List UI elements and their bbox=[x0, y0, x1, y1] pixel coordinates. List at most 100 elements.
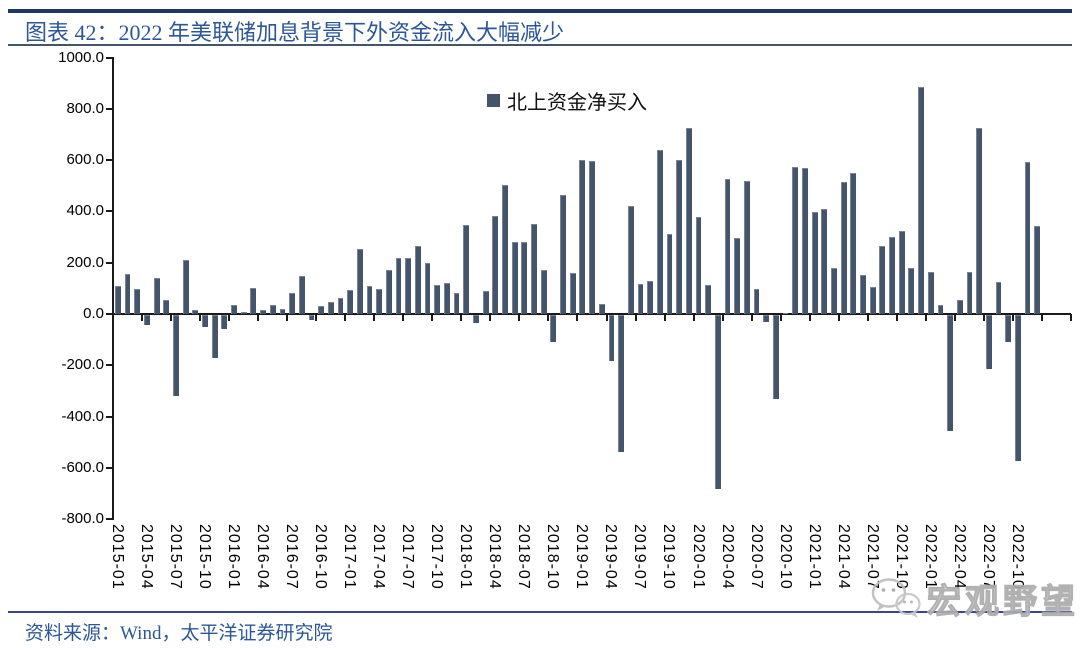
x-axis-tick-label: 2018-04 bbox=[486, 524, 504, 590]
bar bbox=[773, 315, 779, 399]
bar bbox=[124, 274, 131, 314]
y-axis-tick-label: 600.0 bbox=[66, 151, 104, 169]
x-axis-tick bbox=[663, 314, 666, 321]
x-axis-tick-label: 2021-04 bbox=[834, 524, 852, 590]
title-rule bbox=[8, 44, 1072, 46]
x-axis-tick bbox=[286, 314, 289, 321]
y-axis-tick-label: 0.0 bbox=[83, 305, 104, 322]
x-axis-tick bbox=[895, 314, 898, 321]
x-axis-tick bbox=[141, 314, 144, 321]
x-axis-tick-label: 2020-01 bbox=[689, 524, 707, 590]
bar bbox=[1024, 161, 1031, 314]
bar bbox=[144, 315, 150, 325]
x-axis-tick bbox=[982, 314, 985, 321]
x-axis-tick-label: 2018-01 bbox=[457, 524, 475, 590]
bar bbox=[811, 212, 818, 314]
x-axis-tick bbox=[460, 314, 463, 321]
bar bbox=[792, 166, 799, 314]
bar bbox=[250, 287, 257, 314]
x-axis-tick-label: 2020-07 bbox=[747, 524, 765, 590]
top-rule bbox=[8, 9, 1072, 13]
bar bbox=[685, 127, 692, 314]
x-axis-tick bbox=[605, 314, 608, 321]
x-axis-tick-label: 2019-10 bbox=[660, 524, 678, 590]
bar bbox=[947, 315, 953, 431]
x-axis-tick-label: 2020-04 bbox=[718, 524, 736, 590]
bar bbox=[337, 297, 344, 314]
bar bbox=[540, 269, 547, 314]
bar bbox=[724, 179, 731, 314]
x-axis-tick bbox=[1040, 314, 1043, 321]
x-axis-tick bbox=[953, 314, 956, 321]
bar bbox=[434, 285, 441, 314]
x-axis-tick-label: 2016-07 bbox=[283, 524, 301, 590]
bar bbox=[918, 86, 924, 314]
y-axis-tick bbox=[106, 364, 113, 367]
bar bbox=[356, 248, 363, 314]
x-axis-tick bbox=[576, 314, 579, 321]
x-axis-tick bbox=[112, 314, 114, 321]
bar bbox=[676, 160, 683, 314]
x-axis-tick bbox=[373, 314, 376, 321]
x-axis-tick bbox=[402, 314, 405, 321]
bar bbox=[289, 293, 295, 314]
bar bbox=[743, 180, 750, 314]
x-axis-tick bbox=[518, 314, 521, 321]
x-axis-tick-label: 2018-10 bbox=[544, 524, 562, 590]
legend-label: 北上资金净买入 bbox=[507, 92, 647, 114]
bar bbox=[850, 172, 857, 314]
bar bbox=[482, 290, 489, 314]
bar bbox=[444, 283, 450, 314]
bar bbox=[163, 300, 170, 314]
x-axis-tick bbox=[692, 314, 695, 321]
x-axis-tick bbox=[547, 314, 550, 321]
y-axis-tick bbox=[106, 313, 113, 315]
y-axis-tick-label: -600.0 bbox=[61, 458, 104, 476]
bar bbox=[956, 299, 963, 314]
x-axis-tick bbox=[170, 314, 173, 321]
bar bbox=[831, 267, 837, 314]
bar bbox=[395, 258, 402, 314]
bar bbox=[889, 237, 895, 314]
y-axis-tick bbox=[106, 159, 113, 162]
y-axis-tick bbox=[106, 466, 113, 469]
bar bbox=[269, 305, 276, 314]
bar bbox=[221, 315, 228, 330]
x-axis-tick bbox=[866, 314, 869, 321]
bar bbox=[347, 290, 354, 314]
bar bbox=[985, 315, 992, 369]
x-axis-tick bbox=[1011, 314, 1014, 321]
y-axis-tick-label: -800.0 bbox=[61, 510, 104, 528]
y-axis-tick bbox=[106, 261, 113, 264]
bar bbox=[115, 285, 121, 314]
bar bbox=[366, 285, 373, 314]
bottom-rule bbox=[8, 611, 1072, 613]
bar bbox=[231, 305, 237, 314]
bar bbox=[927, 271, 934, 314]
x-axis-tick-label: 2015-07 bbox=[166, 524, 184, 590]
bar bbox=[414, 246, 421, 314]
x-axis-tick-label: 2016-04 bbox=[254, 524, 272, 590]
x-axis-tick bbox=[721, 314, 724, 321]
bar bbox=[802, 168, 808, 314]
y-axis-tick-label: 800.0 bbox=[66, 99, 104, 117]
bar bbox=[298, 276, 305, 314]
wechat-icon bbox=[871, 577, 921, 618]
bar bbox=[908, 267, 915, 314]
x-axis-tick-label: 2017-01 bbox=[341, 524, 359, 590]
legend: 北上资金净买入 bbox=[487, 86, 647, 115]
y-axis-tick-label: -400.0 bbox=[61, 407, 104, 425]
y-axis-tick-label: 1000.0 bbox=[58, 48, 104, 66]
x-axis-tick bbox=[199, 314, 202, 321]
bar bbox=[647, 281, 654, 314]
x-axis-tick-label: 2015-04 bbox=[137, 524, 155, 590]
bar bbox=[1034, 225, 1041, 314]
bar bbox=[637, 284, 644, 314]
bar bbox=[511, 242, 518, 314]
bar bbox=[860, 275, 866, 314]
bar bbox=[589, 160, 595, 314]
bar bbox=[1014, 315, 1021, 462]
x-axis-tick-label: 2016-01 bbox=[225, 524, 243, 590]
bar bbox=[492, 216, 499, 314]
y-axis-tick bbox=[106, 56, 113, 59]
